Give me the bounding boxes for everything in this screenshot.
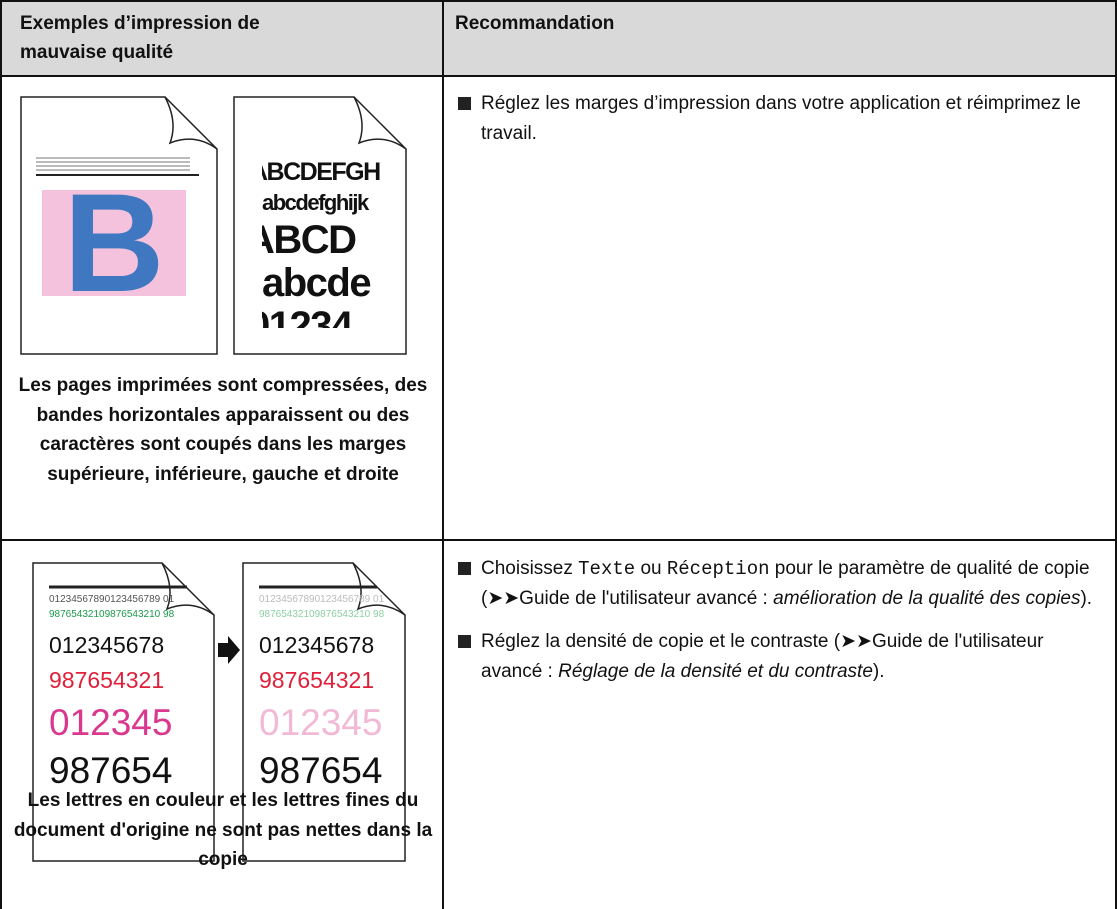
- header-cell: Exemples d’impression de mauvaise qualit…: [20, 13, 260, 63]
- recommendation: Réglez les marges d’impression dans votr…: [458, 89, 1108, 149]
- sample-digits: 01234567890123456789 01: [259, 594, 385, 605]
- sample-digits: 98765432109876543210 98: [49, 609, 175, 620]
- header-bg: [1, 1, 1116, 76]
- text-run: Guide de l'utilisateur avancé :: [481, 631, 1044, 682]
- text-run: ➤➤: [840, 631, 872, 652]
- text-run: ➤➤: [487, 588, 520, 609]
- text-run: Réglage de la densité et du contraste: [558, 661, 873, 682]
- sample-text: abcdefghijk: [262, 190, 370, 215]
- text-run: ou: [635, 558, 667, 579]
- recommendation-list: Réglez les marges d’impression dans votr…: [458, 89, 1108, 162]
- sample-digits: 01234567890123456789 01: [49, 594, 175, 605]
- caption: Les pages imprimées sont compressées, de…: [18, 375, 428, 485]
- text-run: Réglez les marges d’impression dans votr…: [481, 93, 1081, 144]
- pink-block: [42, 190, 186, 296]
- text-run: Texte: [578, 558, 636, 580]
- sample-text: abcde: [262, 261, 370, 305]
- page-sheet: [32, 562, 406, 862]
- sample-digits: 012345: [259, 702, 382, 743]
- sample-text: 01234: [248, 304, 354, 348]
- recommendation: Choisissez Texte ou Réception pour le pa…: [458, 554, 1108, 614]
- sample-text: ABCD: [246, 218, 356, 262]
- text-run: Guide de l'utilisateur avancé :: [519, 588, 774, 609]
- tiny-lines: [36, 157, 190, 171]
- sample-digits: 012345678: [259, 632, 374, 658]
- illustrations: B ABCDEFGH abcdefghijk ABCD abcde 01234 …: [20, 96, 407, 862]
- border: [0, 0, 2, 909]
- text-run: Réception: [666, 558, 770, 580]
- text-run: Réglez la densité de copie et le contras…: [481, 631, 841, 652]
- header-cell: Recommandation: [455, 13, 615, 34]
- sample-digits: 987654: [49, 750, 172, 791]
- text-run: ).: [872, 661, 885, 682]
- text-run: pour le paramètre de qualité de copie (: [481, 558, 1090, 609]
- border: [0, 0, 1117, 2]
- border: [1115, 0, 1117, 909]
- border: [0, 75, 1117, 77]
- recommendation-list: Choisissez Texte ou Réception pour le pa…: [458, 554, 1108, 700]
- text-run: Choisissez: [481, 558, 579, 579]
- sample-digits: 987654321: [49, 667, 164, 693]
- big-letter: B: [63, 164, 164, 321]
- caption: Les lettres en couleur et les lettres fi…: [13, 790, 433, 870]
- border: [442, 0, 444, 909]
- text-run: amélioration de la qualité des copies: [773, 588, 1081, 609]
- page-sheet: [233, 96, 407, 355]
- sample-digits: 987654321: [259, 667, 374, 693]
- sample-digits: 012345: [49, 702, 172, 743]
- sample-digits: 98765432109876543210 98: [259, 609, 385, 620]
- arrow: [218, 636, 240, 664]
- sample-text: ABCDEFGH: [250, 158, 380, 186]
- text-run: ).: [1080, 588, 1093, 609]
- border: [0, 539, 1117, 541]
- sample-digits: 012345678: [49, 632, 164, 658]
- sample-digits: 987654: [259, 750, 382, 791]
- recommendation: Réglez la densité de copie et le contras…: [458, 627, 1108, 687]
